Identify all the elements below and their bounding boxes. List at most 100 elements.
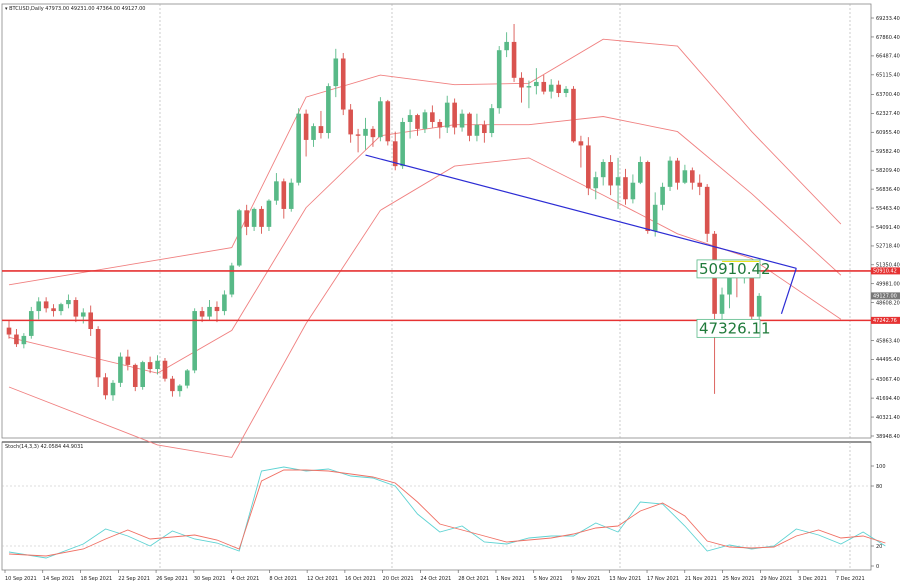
candle-body-80 [600,162,606,178]
y-tick-label-22: 38948.40 [876,434,900,440]
candle-body-22 [170,378,175,392]
candle-body-23 [177,385,183,392]
candle-body-40 [303,113,309,140]
candle-body-3 [28,311,34,336]
candle-body-94 [704,186,710,234]
candle-body-21 [162,360,168,379]
candle-body-19 [147,362,153,370]
candle-body-53 [400,121,405,167]
candle-body-49 [370,128,376,138]
price-tag-text: 49127.00 [873,294,897,300]
y-tick-label-13: 51350.40 [876,263,900,269]
x-tick-label-20: 29 Nov 2021 [760,576,792,582]
candle-body-41 [311,126,316,140]
candle-body-77 [578,141,584,146]
x-tick-label-10: 20 Oct 2021 [383,576,414,582]
candle-body-71 [534,81,539,87]
candle-body-5 [43,301,49,309]
level-tag-1 [871,316,900,324]
candle-body-0 [6,327,12,335]
candle-body-51 [385,101,391,142]
x-tick-label-4: 26 Sep 2021 [156,576,188,582]
level-tag-text-0: 50910.42 [873,269,897,275]
price-tag-box [871,292,900,300]
candle-body-48 [363,128,368,136]
y-tick-label-11: 54091.40 [876,225,900,231]
x-tick-label-2: 18 Sep 2021 [81,576,113,582]
candle-body-16 [125,356,131,365]
osc-series-1 [8,469,886,557]
x-tick-label-6: 4 Oct 2021 [232,576,260,582]
candle-body-35 [266,200,272,227]
candle-body-60 [452,102,457,128]
candle-body-74 [556,84,561,93]
y-tick-label-20: 41694.40 [876,396,900,402]
candle-body-91 [682,170,688,183]
candle-body-42 [318,126,324,134]
candle-body-4 [36,301,42,312]
candle-body-59 [444,102,450,128]
x-tick-label-15: 9 Nov 2021 [571,576,600,582]
candle-body-12 [95,329,101,378]
candle-body-82 [615,177,621,186]
candle-body-7 [58,304,64,312]
x-tick-label-21: 3 Dec 2021 [798,576,827,582]
candle-body-27 [207,306,212,317]
osc-tick-label-0: 100 [876,464,886,470]
candle-body-93 [697,182,703,187]
y-tick-label-21: 40321.40 [876,415,900,421]
trendline [365,154,797,269]
level-tag-0 [871,267,900,275]
candle-body-26 [199,311,205,317]
candle-body-73 [548,84,554,92]
y-tick-label-8: 58209.40 [876,168,900,174]
x-tick-label-11: 24 Oct 2021 [420,576,451,582]
candle-body-75 [563,88,569,93]
level-tag-text-1: 47242.76 [873,318,897,324]
y-tick-label-5: 62327.40 [876,111,900,117]
y-tick-label-15: 48608.20 [876,300,900,306]
x-tick-label-14: 5 Nov 2021 [534,576,563,582]
candle-body-33 [251,208,257,227]
osc-tick-label-1: 80 [876,484,882,490]
candle-body-57 [430,112,435,122]
candle-body-101 [756,295,762,317]
y-tick-label-12: 52718.40 [876,244,900,250]
candle-body-97 [727,275,732,295]
y-tick-label-17: 45863.40 [876,338,900,344]
candle-body-31 [236,210,242,266]
level-label-box-1 [696,318,761,338]
y-tick-label-2: 66487.40 [876,54,900,60]
y-tick-label-7: 59582.40 [876,149,900,155]
x-tick-label-7: 8 Oct 2021 [269,576,297,582]
candle-body-100 [749,275,755,317]
candle-body-38 [288,182,294,209]
x-tick-label-3: 22 Sep 2021 [118,576,150,582]
x-tick-label-1: 14 Sep 2021 [43,576,75,582]
candle-body-68 [511,41,517,78]
x-tick-label-13: 1 Nov 2021 [496,576,525,582]
candle-body-58 [437,121,443,128]
candle-body-62 [467,113,472,136]
price-pane-frame [1,3,872,439]
y-tick-label-18: 44495.40 [876,357,900,363]
y-tick-label-0: 69233.40 [876,16,900,22]
candle-body-55 [415,115,420,129]
candle-body-70 [526,86,532,88]
candle-body-6 [51,308,56,312]
candle-body-34 [259,208,264,227]
candle-body-36 [274,181,279,201]
candle-body-9 [73,300,79,317]
x-tick-label-22: 7 Dec 2021 [836,576,865,582]
candle-body-25 [192,311,197,371]
candle-body-87 [652,204,658,232]
candle-body-86 [645,162,651,232]
candle-body-18 [140,362,145,387]
candle-body-69 [519,77,524,88]
y-tick-label-4: 63700.40 [876,92,900,98]
candle-body-10 [80,312,86,317]
osc-tick-label-2: 20 [876,544,882,550]
candle-body-78 [586,145,591,189]
candle-body-28 [214,306,220,312]
osc-tick-label-3: 0 [876,564,879,570]
